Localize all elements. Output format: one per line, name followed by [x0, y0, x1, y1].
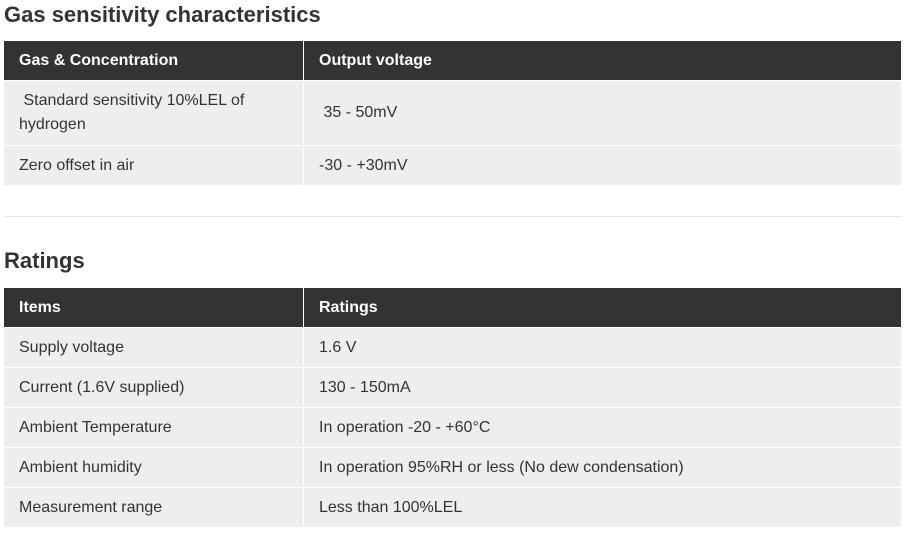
table-cell: Current (1.6V supplied) [4, 367, 304, 408]
table-row: Supply voltage 1.6 V [4, 327, 902, 368]
table-cell: -30 - +30mV [303, 145, 902, 186]
gas-sensitivity-heading: Gas sensitivity characteristics [4, 2, 321, 27]
column-header: Items [4, 288, 304, 328]
table-header-row: Gas & Concentration Output voltage [4, 41, 902, 81]
table-cell: Ambient Temperature [4, 407, 304, 448]
table-cell: 130 - 150mA [303, 367, 902, 408]
column-header: Output voltage [303, 41, 902, 81]
divider [4, 216, 902, 217]
ratings-heading: Ratings [4, 248, 85, 273]
table-row: Standard sensitivity 10%LEL of hydrogen … [4, 80, 902, 146]
table-cell: In operation 95%RH or less (No dew conde… [303, 447, 902, 488]
ratings-table: Items Ratings Supply voltage 1.6 V Current… [4, 288, 902, 528]
table-cell: Supply voltage [4, 327, 304, 368]
table-header-row: Items Ratings [4, 288, 902, 328]
table-cell: In operation -20 - +60°C [303, 407, 902, 448]
table-cell: Ambient humidity [4, 447, 304, 488]
gas-sensitivity-table: Gas & Concentration Output voltage Standa… [4, 41, 902, 186]
table-row: Ambient Temperature In operation -20 - +6… [4, 407, 902, 448]
table-cell: Standard sensitivity 10%LEL of hydrogen [4, 80, 304, 146]
table-row: Ambient humidity In operation 95%RH or le… [4, 447, 902, 488]
table-cell: 35 - 50mV [303, 80, 902, 146]
table-row: Measurement range Less than 100%LEL [4, 487, 902, 528]
table-row: Zero offset in air -30 - +30mV [4, 145, 902, 186]
column-header: Ratings [303, 288, 902, 328]
table-cell: 1.6 V [303, 327, 902, 368]
table-cell: Zero offset in air [4, 145, 304, 186]
table-cell: Measurement range [4, 487, 304, 528]
table-row: Current (1.6V supplied) 130 - 150mA [4, 367, 902, 408]
column-header: Gas & Concentration [4, 41, 304, 81]
table-cell: Less than 100%LEL [303, 487, 902, 528]
